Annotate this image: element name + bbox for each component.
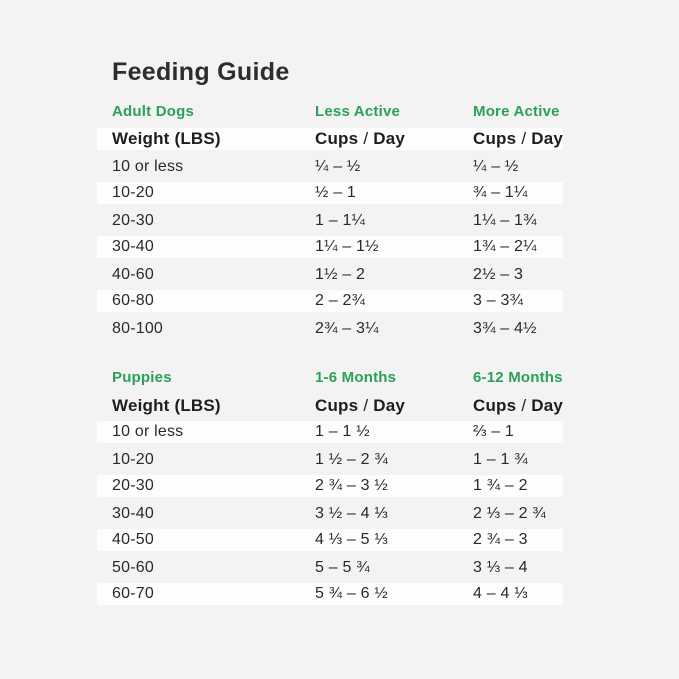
more-active-cups-cell: ¼ – ½ [473, 157, 519, 175]
table-row: 60-80 2 – 2¾ 3 – 3¾ [97, 288, 563, 315]
weight-cell: 10 or less [112, 157, 184, 175]
column-header-more-active: More Active [473, 102, 560, 120]
less-active-cups-cell: 1¼ – 1½ [315, 238, 379, 255]
months-1-6-cups-cell: 1 – 1 ½ [315, 423, 370, 440]
table-row: 10-20 1 ½ – 2 ¾ 1 – 1 ¾ [97, 446, 563, 473]
weight-cell: 80-100 [112, 319, 164, 337]
adult-dogs-table: Weight (LBS) Cups / Day Cups / Day 10 or les… [97, 126, 563, 342]
cups-label: Cups [315, 395, 359, 415]
weight-cell: 10-20 [112, 450, 154, 468]
cups-label: Cups [315, 129, 359, 148]
more-active-cups-cell: 2½ – 3 [473, 265, 524, 283]
months-6-12-cups-cell: 4 – 4 ⅓ [473, 585, 528, 602]
weight-cell: 60-70 [112, 585, 154, 602]
weight-cell: 10 or less [112, 423, 184, 440]
table-row: 40-50 4 ⅓ – 5 ⅓ 2 ¾ – 3 [97, 527, 563, 554]
table-row: 10 or less ¼ – ½ ¼ – ½ [97, 153, 563, 180]
weight-cell: 50-60 [112, 558, 154, 576]
months-1-6-cups-cell: 1 ½ – 2 ¾ [315, 450, 388, 468]
months-1-6-cups-cell: 4 ⅓ – 5 ⅓ [315, 531, 388, 548]
months-6-12-cups-cell: 1 – 1 ¾ [473, 450, 528, 468]
adult-dogs-section: Adult Dogs Less Active More Active Weigh… [97, 101, 563, 342]
more-active-cups-cell: ¾ – 1¼ [473, 184, 528, 201]
table-row: 40-60 1½ – 2 2½ – 3 [97, 261, 563, 288]
slash-separator: / [521, 129, 527, 148]
cups-per-day-header-cell: Cups / Day [473, 396, 563, 416]
puppies-table: Weight (LBS) Cups / Day Cups / Day 10 or les… [97, 392, 563, 608]
months-6-12-cups-cell: 2 ⅓ – 2 ¾ [473, 504, 546, 522]
table-row: 50-60 5 – 5 ¾ 3 ⅓ – 4 [97, 554, 563, 581]
table-row: 30-40 3 ½ – 4 ⅓ 2 ⅓ – 2 ¾ [97, 500, 563, 527]
weight-cell: 30-40 [112, 504, 154, 522]
months-6-12-cups-cell: 3 ⅓ – 4 [473, 558, 528, 576]
months-1-6-cups-cell: 3 ½ – 4 ⅓ [315, 504, 388, 522]
table-row: 20-30 2 ¾ – 3 ½ 1 ¾ – 2 [97, 473, 563, 500]
months-6-12-cups-cell: 1 ¾ – 2 [473, 477, 528, 494]
months-6-12-cups-cell: 2 ¾ – 3 [473, 531, 528, 548]
weight-cell: 30-40 [112, 238, 154, 255]
less-active-cups-cell: 1½ – 2 [315, 265, 366, 283]
less-active-cups-cell: ½ – 1 [315, 184, 357, 201]
less-active-cups-cell: ¼ – ½ [315, 157, 361, 175]
months-1-6-cups-cell: 5 – 5 ¾ [315, 558, 370, 576]
less-active-cups-cell: 2 – 2¾ [315, 292, 366, 309]
page-title: Feeding Guide [112, 58, 290, 86]
day-label: Day [531, 129, 564, 148]
table-row: 80-100 2¾ – 3¼ 3¾ – 4½ [97, 315, 563, 342]
cups-per-day-header-cell: Cups / Day [473, 129, 563, 149]
day-label: Day [373, 395, 406, 415]
weight-cell: 20-30 [112, 211, 154, 229]
months-1-6-cups-cell: 5 ¾ – 6 ½ [315, 585, 388, 602]
column-header-6-12-months: 6-12 Months [473, 368, 563, 386]
table-header-row: Weight (LBS) Cups / Day Cups / Day [97, 126, 563, 153]
weight-cell: 40-50 [112, 531, 154, 548]
weight-cell: 40-60 [112, 265, 154, 283]
more-active-cups-cell: 3 – 3¾ [473, 292, 524, 309]
cups-label: Cups [473, 129, 517, 148]
cups-per-day-header-cell: Cups / Day [315, 129, 473, 149]
more-active-cups-cell: 1¼ – 1¾ [473, 211, 537, 229]
table-row: 20-30 1 – 1¼ 1¼ – 1¾ [97, 207, 563, 234]
less-active-cups-cell: 1 – 1¼ [315, 211, 366, 229]
weight-cell: 20-30 [112, 477, 154, 494]
more-active-cups-cell: 1¾ – 2¼ [473, 238, 537, 255]
table-row: 10-20 ½ – 1 ¾ – 1¼ [97, 180, 563, 207]
weight-cell: 10-20 [112, 184, 154, 201]
weight-cell: 60-80 [112, 292, 154, 309]
column-header-less-active: Less Active [315, 102, 401, 120]
slash-separator: / [363, 129, 369, 148]
puppies-section-header-row: Puppies 1-6 Months 6-12 Months [97, 367, 563, 387]
table-row: 60-70 5 ¾ – 6 ½ 4 – 4 ⅓ [97, 581, 563, 608]
months-6-12-cups-cell: ⅔ – 1 [473, 423, 515, 440]
section-title-puppies: Puppies [112, 368, 172, 386]
table-header-row: Weight (LBS) Cups / Day Cups / Day [97, 392, 563, 419]
slash-separator: / [521, 395, 527, 415]
less-active-cups-cell: 2¾ – 3¼ [315, 319, 379, 337]
feeding-guide-panel: Feeding Guide Adult Dogs Less Active Mor… [97, 0, 563, 608]
section-title-adult-dogs: Adult Dogs [112, 102, 194, 120]
puppies-section: Puppies 1-6 Months 6-12 Months Weight (L… [97, 367, 563, 608]
more-active-cups-cell: 3¾ – 4½ [473, 319, 537, 337]
weight-header-cell: Weight (LBS) [112, 395, 221, 415]
column-header-1-6-months: 1-6 Months [315, 368, 397, 386]
cups-label: Cups [473, 395, 517, 415]
day-label: Day [373, 129, 406, 148]
cups-per-day-header-cell: Cups / Day [315, 396, 473, 416]
table-row: 10 or less 1 – 1 ½ ⅔ – 1 [97, 419, 563, 446]
day-label: Day [531, 395, 564, 415]
months-1-6-cups-cell: 2 ¾ – 3 ½ [315, 477, 388, 494]
adult-section-header-row: Adult Dogs Less Active More Active [97, 101, 563, 121]
table-row: 30-40 1¼ – 1½ 1¾ – 2¼ [97, 234, 563, 261]
slash-separator: / [363, 395, 369, 415]
weight-header-cell: Weight (LBS) [112, 129, 221, 148]
